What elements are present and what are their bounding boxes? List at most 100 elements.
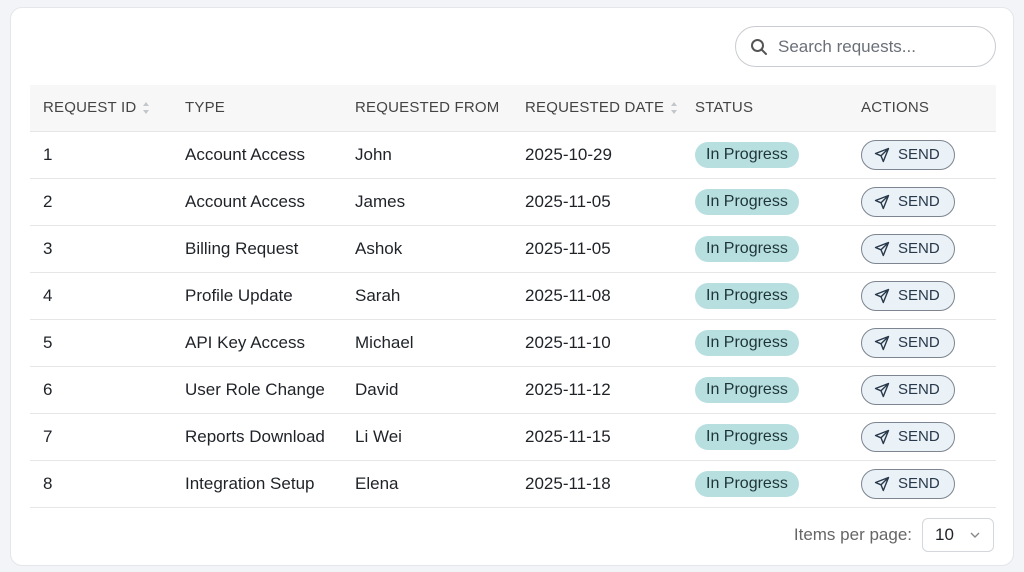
sort-icon[interactable]: [142, 101, 150, 115]
cell-type: Profile Update: [185, 271, 355, 319]
cell-type: Account Access: [185, 177, 355, 225]
cell-request-id: 4: [30, 271, 185, 319]
send-label: SEND: [898, 287, 940, 304]
send-button[interactable]: SEND: [861, 186, 955, 217]
search-icon: [751, 38, 767, 55]
status-badge: In Progress: [695, 329, 799, 356]
cell-status: In Progress: [695, 224, 861, 272]
cell-request-id: 6: [30, 365, 185, 413]
cell-requested-date: 2025-11-05: [525, 177, 695, 225]
header-status: STATUS: [695, 99, 754, 117]
cell-requested-date: 2025-11-08: [525, 271, 695, 319]
cell-type: User Role Change: [185, 365, 355, 413]
table-row: 5 API Key Access Michael 2025-11-10 In P…: [30, 318, 996, 366]
send-icon: [874, 241, 890, 256]
send-label: SEND: [898, 334, 940, 351]
cell-type: Billing Request: [185, 224, 355, 272]
cell-type: Integration Setup: [185, 459, 355, 508]
send-label: SEND: [898, 146, 940, 163]
send-icon: [874, 194, 890, 209]
header-request-id[interactable]: REQUEST ID: [30, 85, 185, 131]
cell-request-id: 7: [30, 412, 185, 460]
cell-actions: SEND: [861, 177, 996, 225]
cell-requested-from: Michael: [355, 318, 525, 366]
cell-requested-from: Ashok: [355, 224, 525, 272]
search-input[interactable]: [778, 36, 968, 57]
items-per-page-value: 10: [935, 525, 954, 544]
cell-requested-date: 2025-11-15: [525, 412, 695, 460]
status-badge: In Progress: [695, 282, 799, 309]
cell-actions: SEND: [861, 459, 996, 508]
pagination-footer: Items per page: 10: [794, 518, 994, 552]
table-row: 8 Integration Setup Elena 2025-11-18 In …: [30, 459, 996, 508]
items-per-page-select[interactable]: 10: [922, 518, 994, 552]
cell-request-id: 2: [30, 177, 185, 225]
table-row: 4 Profile Update Sarah 2025-11-08 In Pro…: [30, 271, 996, 319]
cell-requested-from: Sarah: [355, 271, 525, 319]
search-box[interactable]: [735, 26, 996, 67]
requests-table: REQUEST ID TYPE REQUESTED FROM REQUESTED…: [30, 85, 996, 508]
table-row: 7 Reports Download Li Wei 2025-11-15 In …: [30, 412, 996, 460]
send-label: SEND: [898, 428, 940, 445]
header-type: TYPE: [185, 99, 225, 117]
cell-requested-date: 2025-11-12: [525, 365, 695, 413]
cell-requested-from: Elena: [355, 459, 525, 508]
cell-actions: SEND: [861, 365, 996, 413]
cell-requested-from: David: [355, 365, 525, 413]
send-label: SEND: [898, 193, 940, 210]
cell-request-id: 1: [30, 130, 185, 178]
send-label: SEND: [898, 475, 940, 492]
status-badge: In Progress: [695, 423, 799, 450]
header-requested-date[interactable]: REQUESTED DATE: [525, 85, 695, 131]
cell-actions: SEND: [861, 130, 996, 178]
send-button[interactable]: SEND: [861, 374, 955, 405]
send-icon: [874, 476, 890, 491]
header-requested-from: REQUESTED FROM: [355, 99, 500, 117]
send-button[interactable]: SEND: [861, 421, 955, 452]
requests-card: REQUEST ID TYPE REQUESTED FROM REQUESTED…: [10, 7, 1014, 566]
cell-requested-date: 2025-11-05: [525, 224, 695, 272]
cell-actions: SEND: [861, 224, 996, 272]
header-actions: ACTIONS: [861, 99, 930, 117]
cell-request-id: 8: [30, 459, 185, 508]
cell-status: In Progress: [695, 365, 861, 413]
send-button[interactable]: SEND: [861, 327, 955, 358]
items-per-page-label: Items per page:: [793, 525, 912, 544]
cell-status: In Progress: [695, 459, 861, 508]
cell-type: Reports Download: [185, 412, 355, 460]
send-button[interactable]: SEND: [861, 233, 955, 264]
send-icon: [874, 335, 890, 350]
cell-type: Account Access: [185, 130, 355, 178]
send-icon: [874, 147, 890, 162]
cell-requested-date: 2025-11-10: [525, 318, 695, 366]
send-icon: [874, 429, 890, 444]
cell-requested-date: 2025-11-18: [525, 459, 695, 508]
header-label: REQUEST ID: [43, 99, 137, 117]
cell-requested-from: Li Wei: [355, 412, 525, 460]
send-icon: [874, 382, 890, 397]
cell-status: In Progress: [695, 130, 861, 178]
cell-actions: SEND: [861, 271, 996, 319]
status-badge: In Progress: [695, 141, 799, 168]
send-icon: [874, 288, 890, 303]
table-row: 3 Billing Request Ashok 2025-11-05 In Pr…: [30, 224, 996, 272]
table-row: 2 Account Access James 2025-11-05 In Pro…: [30, 177, 996, 225]
send-button[interactable]: SEND: [861, 468, 955, 499]
cell-requested-date: 2025-10-29: [525, 130, 695, 178]
cell-status: In Progress: [695, 177, 861, 225]
table-row: 1 Account Access John 2025-10-29 In Prog…: [30, 130, 996, 178]
status-badge: In Progress: [695, 470, 799, 497]
sort-icon[interactable]: [670, 101, 678, 115]
cell-request-id: 3: [30, 224, 185, 272]
status-badge: In Progress: [695, 235, 799, 262]
cell-request-id: 5: [30, 318, 185, 366]
table-row: 6 User Role Change David 2025-11-12 In P…: [30, 365, 996, 413]
cell-status: In Progress: [695, 271, 861, 319]
status-badge: In Progress: [695, 188, 799, 215]
send-button[interactable]: SEND: [861, 280, 955, 311]
cell-type: API Key Access: [185, 318, 355, 366]
cell-actions: SEND: [861, 412, 996, 460]
cell-status: In Progress: [695, 412, 861, 460]
send-button[interactable]: SEND: [861, 139, 955, 170]
cell-requested-from: John: [355, 130, 525, 178]
